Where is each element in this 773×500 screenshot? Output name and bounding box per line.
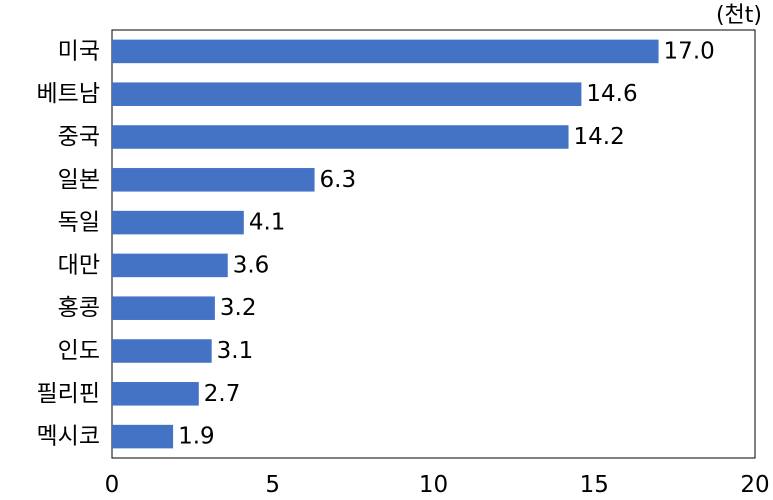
- value-label: 14.6: [586, 81, 637, 107]
- category-label: 독일: [58, 210, 100, 236]
- value-label: 4.1: [249, 210, 286, 236]
- value-label: 3.2: [220, 295, 257, 321]
- x-tick-label: 15: [580, 472, 609, 498]
- category-label: 필리핀: [37, 381, 100, 407]
- bar: [112, 39, 659, 64]
- bar: [112, 210, 244, 235]
- category-label: 멕시코: [37, 424, 100, 450]
- category-label: 인도: [58, 338, 100, 364]
- bar: [112, 296, 215, 320]
- value-label: 17.0: [664, 38, 715, 64]
- bar: [112, 125, 569, 149]
- bar: [112, 424, 174, 449]
- x-tick-label: 5: [265, 472, 280, 498]
- value-labels-group: 17.0 14.6 14.2 6.3 4.1 3.6 3.2 3.1 2.7 1.9: [178, 38, 715, 449]
- bar: [112, 168, 315, 192]
- bar: [112, 253, 228, 278]
- x-tick-labels-group: 0 5 10 15 20: [105, 472, 770, 498]
- category-label: 중국: [58, 124, 100, 150]
- value-label: 3.1: [217, 338, 254, 364]
- bar: [112, 382, 199, 406]
- bars-group: [112, 39, 659, 449]
- category-label: 홍콩: [58, 295, 100, 321]
- category-label: 미국: [58, 38, 100, 64]
- bar: [112, 82, 582, 106]
- category-label: 베트남: [37, 81, 100, 107]
- bar: [112, 339, 212, 363]
- x-tick-label: 0: [105, 472, 120, 498]
- value-label: 2.7: [204, 381, 241, 407]
- unit-label: (천t): [716, 3, 762, 28]
- value-label: 3.6: [233, 252, 270, 278]
- x-tick-label: 10: [419, 472, 448, 498]
- category-label: 대만: [58, 252, 100, 278]
- category-label: 일본: [58, 167, 100, 193]
- x-tick-label: 20: [740, 472, 769, 498]
- value-label: 6.3: [320, 167, 357, 193]
- value-label: 14.2: [574, 124, 625, 150]
- value-label: 1.9: [178, 424, 215, 450]
